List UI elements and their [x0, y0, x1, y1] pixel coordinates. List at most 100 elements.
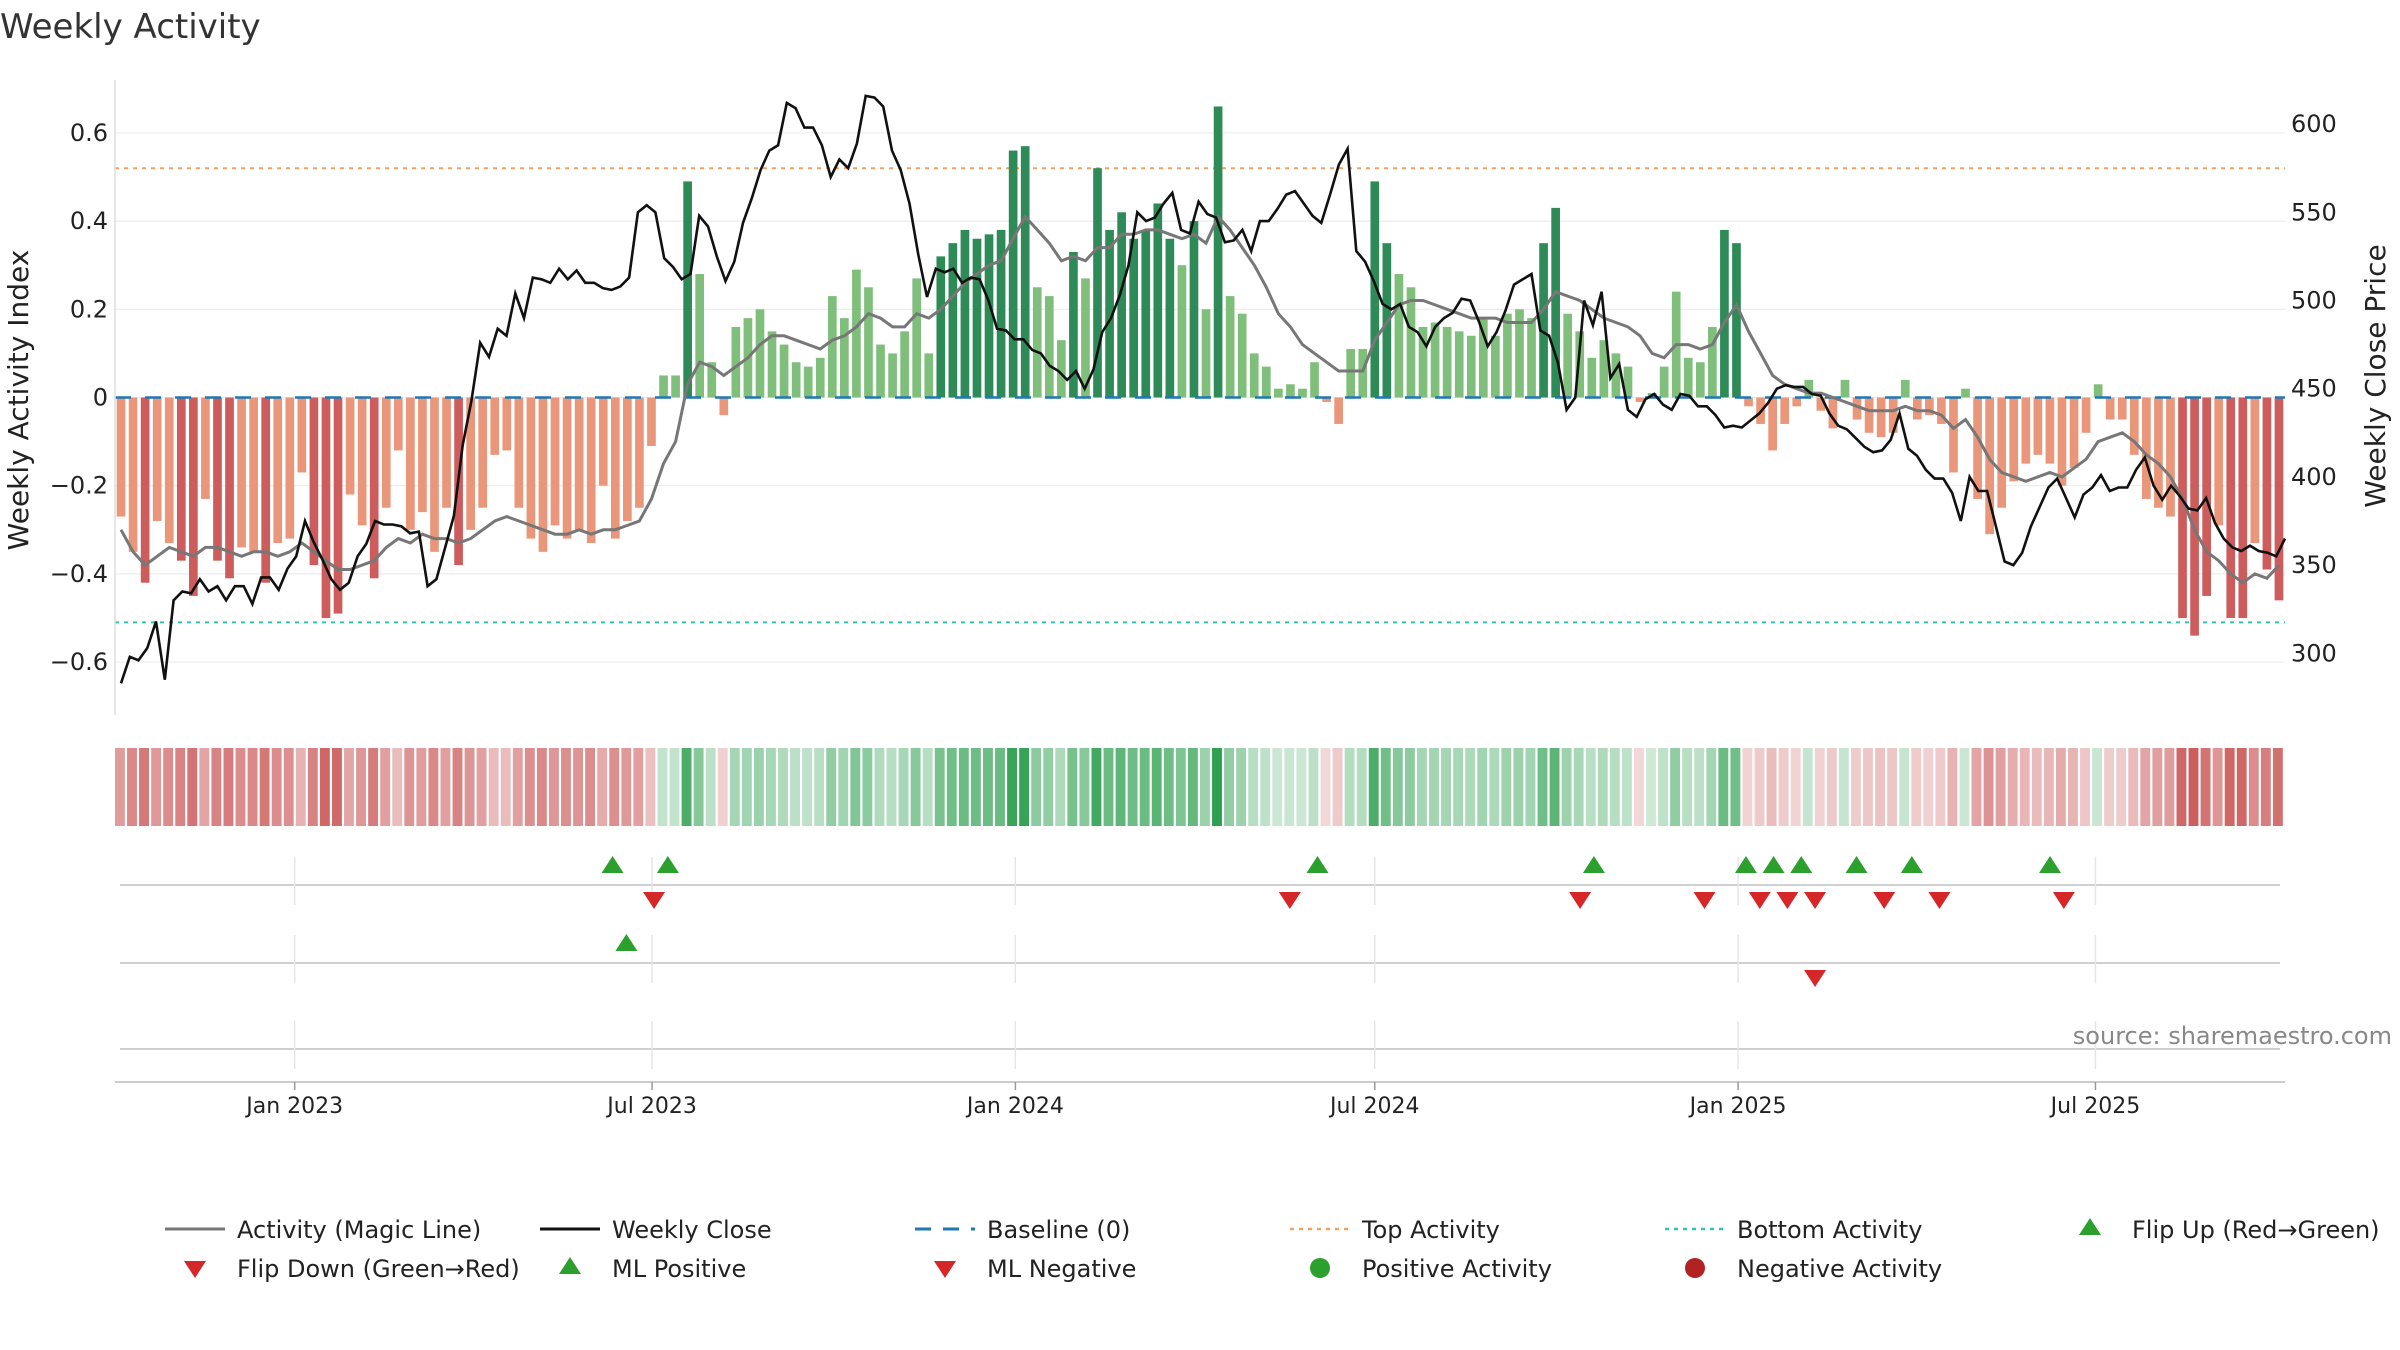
- activity-bar: [273, 397, 283, 544]
- flip-up-marker: [1582, 856, 1605, 873]
- reference-lines: [115, 167, 2285, 624]
- y2-tick-label: 500: [2291, 286, 2337, 314]
- heat-strip-cell: [790, 748, 800, 826]
- legend-triangle-up-icon: [559, 1257, 581, 1274]
- y2-tick-label: 450: [2291, 375, 2337, 403]
- activity-bar: [2274, 397, 2284, 601]
- heat-strip-cell: [1706, 748, 1717, 826]
- heat-strip-cell: [1417, 748, 1427, 826]
- flip-down-marker: [1569, 892, 1592, 909]
- activity-bar: [659, 375, 668, 398]
- y2-tick-label: 550: [2291, 198, 2337, 226]
- y-tick-label: 0: [93, 384, 108, 412]
- flip-up-marker: [2039, 856, 2062, 873]
- activity-bar: [2093, 384, 2103, 398]
- heat-strip-cell: [1971, 748, 1982, 826]
- activity-bar: [683, 181, 692, 398]
- heat-strip-cell: [1838, 748, 1849, 826]
- heat-strip-cell: [886, 748, 897, 826]
- activity-bar: [1008, 150, 1018, 398]
- heat-strip-cell: [1826, 748, 1837, 826]
- activity-bar: [164, 397, 174, 544]
- legend-triangle-down-icon: [934, 1261, 956, 1278]
- activity-bar: [2250, 397, 2260, 544]
- activity-bar: [2009, 397, 2019, 482]
- activity-bar: [1864, 397, 1874, 433]
- chart-title: Weekly Activity: [0, 7, 261, 47]
- activity-bar: [1575, 331, 1585, 398]
- heat-strip-cell: [1609, 748, 1620, 826]
- activity-bar: [1876, 397, 1886, 438]
- heat-strip-cell: [1115, 748, 1126, 826]
- heat-strip-cell: [1248, 748, 1259, 826]
- activity-bar: [1840, 379, 1850, 398]
- activity-bar: [201, 397, 210, 499]
- heat-strip-cell: [2068, 748, 2078, 826]
- heat-strip-cell: [2140, 748, 2151, 826]
- heat-strip-cell: [1284, 748, 1295, 826]
- date-tick-label: Jul 2025: [2049, 1094, 2141, 1119]
- flip-up-marker: [1845, 856, 1868, 873]
- heat-strip-cell: [1585, 748, 1596, 826]
- activity-bar: [321, 397, 331, 618]
- activity-bar: [490, 397, 500, 455]
- heat-strip-cell: [1718, 748, 1729, 826]
- heat-strip-cell: [1477, 748, 1488, 826]
- date-tick-label: Jan 2023: [244, 1094, 343, 1119]
- activity-bar: [1117, 212, 1126, 398]
- heat-strip-cell: [247, 748, 258, 826]
- activity-bar: [1466, 335, 1476, 398]
- heat-strip-cell: [488, 748, 499, 826]
- activity-bar: [972, 238, 982, 398]
- heat-strip-cell: [235, 748, 246, 826]
- activity-bar: [1708, 326, 1717, 398]
- activity-bar: [900, 331, 909, 398]
- heat-strip-cell: [1489, 748, 1500, 826]
- activity-bar: [430, 397, 439, 552]
- activity-bar: [1310, 362, 1319, 398]
- heat-strip-cell: [1694, 748, 1705, 826]
- heat-strip-cell: [2116, 748, 2127, 826]
- activity-bar: [442, 397, 451, 508]
- activity-bar: [1020, 146, 1030, 398]
- heat-strip-cell: [1320, 748, 1331, 826]
- activity-bar: [671, 375, 680, 398]
- activity-bar: [357, 397, 367, 526]
- heat-strip-cell: [512, 748, 523, 826]
- activity-bar: [815, 357, 825, 398]
- activity-bar: [803, 366, 813, 398]
- activity-bar: [1744, 397, 1753, 407]
- activity-bar: [1201, 309, 1211, 398]
- heat-strip-cell: [536, 748, 547, 826]
- heat-strip-cell: [1368, 748, 1379, 826]
- activity-bar: [1828, 397, 1838, 429]
- heat-strip-cell: [187, 748, 198, 826]
- activity-bar: [996, 229, 1006, 398]
- activity-bar: [1599, 340, 1609, 398]
- activity-bar: [1503, 313, 1512, 398]
- heat-strip-cell: [1139, 748, 1150, 826]
- activity-bar: [779, 344, 789, 398]
- heat-strip-cell: [476, 748, 487, 826]
- heat-strip-cell: [1200, 748, 1210, 826]
- activity-bar: [1997, 397, 2007, 508]
- heat-strip-cell: [1043, 748, 1054, 826]
- activity-bar: [755, 309, 765, 398]
- activity-bar: [1322, 397, 1331, 402]
- heat-strip-cell: [223, 748, 234, 826]
- activity-bar: [1153, 203, 1163, 398]
- activity-bar: [140, 397, 150, 583]
- activity-bar: [1213, 106, 1223, 398]
- activity-bar: [574, 397, 584, 530]
- activity-bar: [1454, 331, 1464, 398]
- y-tick-label: 0.4: [70, 207, 108, 235]
- heat-strip-cell: [874, 748, 885, 826]
- heat-strip-cell: [2188, 748, 2199, 826]
- heat-strip-cell: [380, 748, 391, 826]
- heat-strip-cell: [332, 748, 342, 826]
- activity-bar: [719, 397, 729, 416]
- y-tick-label: −0.2: [50, 472, 108, 500]
- activity-bar: [984, 234, 994, 398]
- activity-bar: [912, 278, 922, 398]
- legend-triangle-up-icon: [2079, 1218, 2101, 1235]
